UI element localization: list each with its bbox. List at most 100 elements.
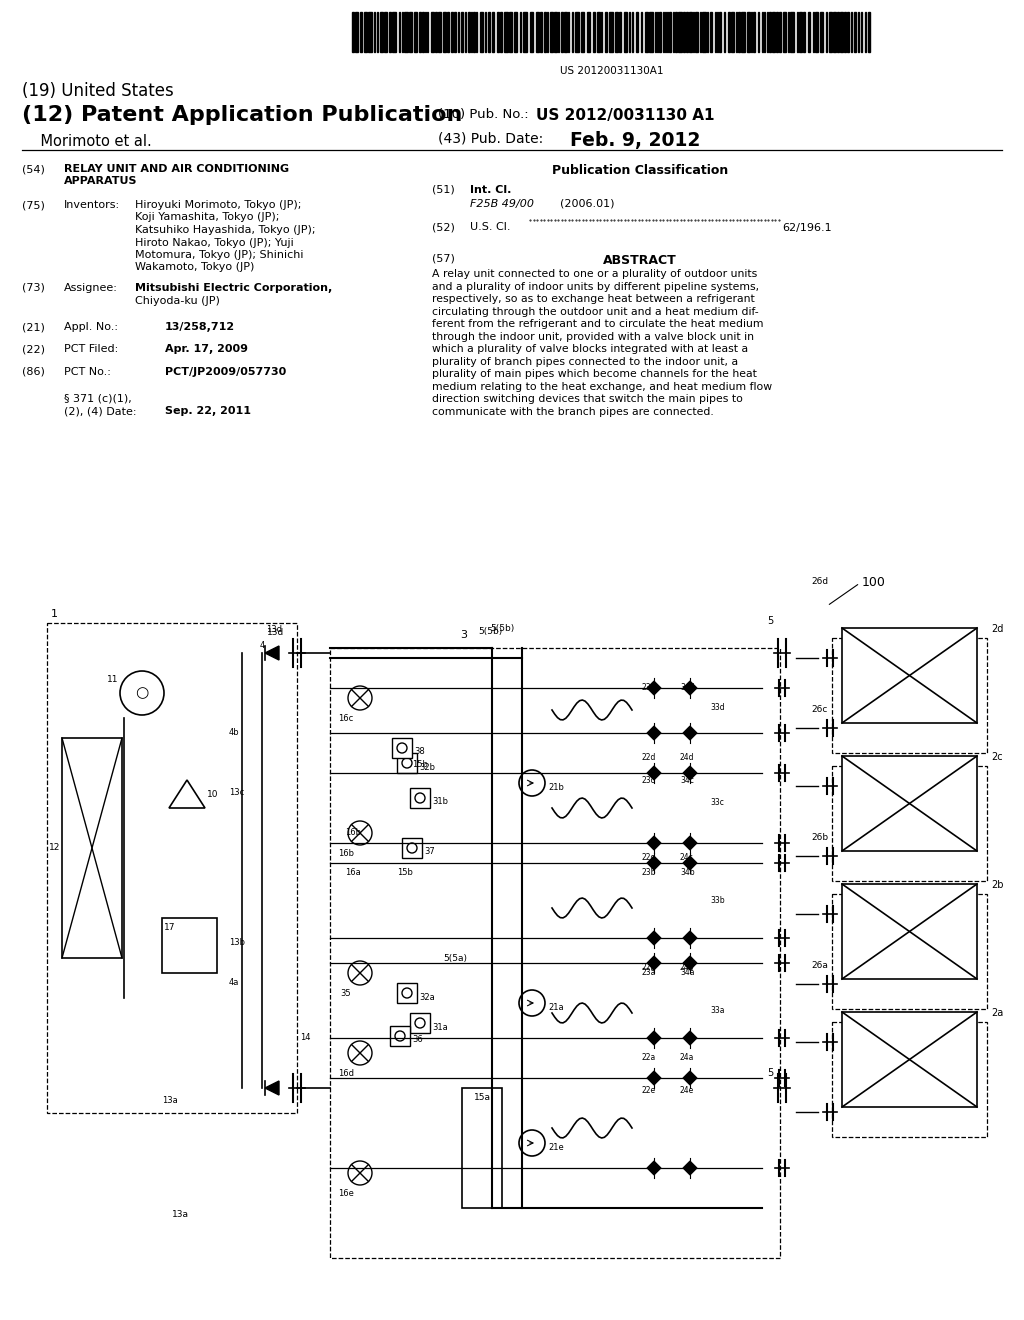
Bar: [523, 12, 527, 51]
Bar: [431, 12, 434, 51]
Circle shape: [407, 843, 417, 853]
Polygon shape: [647, 931, 662, 945]
Circle shape: [348, 1162, 372, 1185]
Text: 22a: 22a: [642, 1053, 656, 1063]
Text: APPARATUS: APPARATUS: [63, 177, 137, 186]
Bar: [390, 1026, 410, 1045]
Text: (52): (52): [432, 223, 455, 232]
Circle shape: [120, 671, 164, 715]
Bar: [410, 788, 430, 808]
Bar: [392, 738, 412, 758]
Circle shape: [402, 987, 412, 998]
Text: Katsuhiko Hayashida, Tokyo (JP);: Katsuhiko Hayashida, Tokyo (JP);: [135, 224, 315, 235]
Bar: [397, 752, 417, 774]
Text: PCT Filed:: PCT Filed:: [63, 345, 118, 355]
Bar: [536, 12, 539, 51]
Text: 2a: 2a: [991, 1008, 1004, 1018]
Bar: [831, 894, 987, 1008]
Text: 5(5b): 5(5b): [478, 627, 502, 636]
Text: 34b: 34b: [680, 869, 694, 876]
Polygon shape: [683, 681, 697, 696]
Bar: [842, 628, 977, 723]
Bar: [833, 12, 836, 51]
Polygon shape: [683, 931, 697, 945]
Text: (86): (86): [22, 367, 45, 378]
Text: 24c: 24c: [680, 853, 693, 862]
Polygon shape: [683, 855, 697, 870]
Text: 33d: 33d: [710, 704, 725, 711]
Text: Sep. 22, 2011: Sep. 22, 2011: [165, 407, 251, 416]
Bar: [62, 738, 122, 958]
Bar: [414, 12, 417, 51]
Bar: [561, 12, 563, 51]
Circle shape: [415, 793, 425, 803]
Text: (2006.01): (2006.01): [560, 198, 614, 209]
Circle shape: [348, 821, 372, 845]
Text: (43) Pub. Date:: (43) Pub. Date:: [438, 131, 544, 145]
Text: 22d: 22d: [642, 752, 656, 762]
Text: 4b: 4b: [229, 729, 240, 737]
Polygon shape: [647, 766, 662, 780]
Circle shape: [397, 743, 407, 752]
Bar: [783, 12, 786, 51]
Polygon shape: [683, 1031, 697, 1045]
Polygon shape: [647, 956, 662, 970]
Bar: [368, 12, 372, 51]
Text: 22e: 22e: [642, 1086, 656, 1096]
Text: 24d: 24d: [680, 752, 694, 762]
Polygon shape: [683, 956, 697, 970]
Text: 26a: 26a: [811, 961, 828, 969]
Text: 23a: 23a: [642, 968, 656, 977]
Text: 2d: 2d: [991, 624, 1004, 634]
Text: respectively, so as to exchange heat between a refrigerant: respectively, so as to exchange heat bet…: [432, 294, 755, 304]
Text: 16d: 16d: [338, 1069, 354, 1078]
Text: 26b: 26b: [811, 833, 828, 842]
Text: 13d: 13d: [266, 624, 282, 634]
Bar: [753, 12, 755, 51]
Bar: [769, 12, 771, 51]
Text: 34c: 34c: [680, 776, 694, 785]
Bar: [402, 838, 422, 858]
Bar: [695, 12, 698, 51]
Text: Feb. 9, 2012: Feb. 9, 2012: [570, 131, 700, 150]
Text: US 20120031130A1: US 20120031130A1: [560, 66, 664, 77]
Circle shape: [415, 1018, 425, 1028]
Bar: [831, 1022, 987, 1137]
Text: 31a: 31a: [432, 1023, 447, 1031]
Circle shape: [519, 770, 545, 796]
Bar: [636, 12, 638, 51]
Bar: [410, 1012, 430, 1034]
Bar: [840, 12, 843, 51]
Circle shape: [402, 758, 412, 768]
Text: 33c: 33c: [710, 799, 724, 807]
Bar: [597, 12, 600, 51]
Text: which a plurality of valve blocks integrated with at least a: which a plurality of valve blocks integr…: [432, 345, 749, 354]
Text: 13a: 13a: [172, 1210, 189, 1218]
Text: PCT/JP2009/057730: PCT/JP2009/057730: [165, 367, 287, 378]
Bar: [504, 12, 508, 51]
Text: 32a: 32a: [419, 993, 435, 1002]
Circle shape: [519, 1130, 545, 1156]
Bar: [624, 12, 627, 51]
Text: 38: 38: [414, 747, 425, 756]
Text: (10) Pub. No.:: (10) Pub. No.:: [438, 108, 528, 121]
Bar: [435, 12, 437, 51]
Text: Int. Cl.: Int. Cl.: [470, 185, 511, 195]
Text: 13b: 13b: [229, 939, 245, 946]
Bar: [575, 12, 579, 51]
Text: 36: 36: [412, 1035, 423, 1044]
Text: Chiyoda-ku (JP): Chiyoda-ku (JP): [135, 296, 220, 305]
Bar: [854, 12, 856, 51]
Polygon shape: [647, 836, 662, 850]
Text: 13a: 13a: [162, 1096, 178, 1105]
Text: 15a: 15a: [473, 1093, 490, 1102]
Bar: [330, 648, 780, 1258]
Text: 24a: 24a: [680, 1053, 694, 1063]
Bar: [678, 12, 682, 51]
Bar: [741, 12, 745, 51]
Bar: [409, 12, 412, 51]
Text: Assignee:: Assignee:: [63, 282, 118, 293]
Text: 22c: 22c: [642, 853, 655, 862]
Text: 17: 17: [164, 923, 175, 932]
Bar: [364, 12, 367, 51]
